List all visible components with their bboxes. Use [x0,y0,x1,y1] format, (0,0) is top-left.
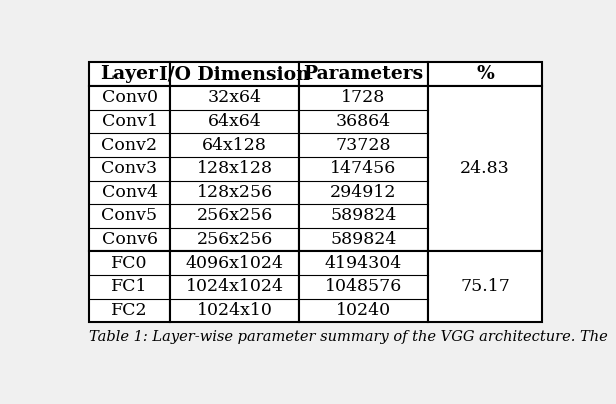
Text: 36864: 36864 [336,113,391,130]
Text: 4194304: 4194304 [325,255,402,272]
Bar [299,63,428,86]
Text: Conv4: Conv4 [102,184,158,201]
Text: 128x128: 128x128 [197,160,272,177]
Text: I/O Dimension: I/O Dimension [159,65,310,83]
Text: 75.17: 75.17 [460,278,510,295]
Text: 589824: 589824 [330,208,397,225]
Text: 1728: 1728 [341,89,386,106]
Bar [170,86,299,251]
Bar [428,63,543,86]
Bar [170,63,299,86]
Text: 294912: 294912 [330,184,397,201]
Text: Conv2: Conv2 [102,137,158,154]
Bar [170,251,299,322]
Text: 256x256: 256x256 [197,231,273,248]
Text: 64x64: 64x64 [208,113,261,130]
Bar [89,63,170,86]
Text: 1048576: 1048576 [325,278,402,295]
Text: Layer: Layer [100,65,158,83]
Bar [299,251,428,322]
Text: 147456: 147456 [330,160,397,177]
Text: 64x128: 64x128 [202,137,267,154]
Text: Parameters: Parameters [303,65,424,83]
Text: 24.83: 24.83 [460,160,510,177]
Bar [89,86,170,251]
Text: 1024x1024: 1024x1024 [185,278,283,295]
Text: FC0: FC0 [111,255,148,272]
Bar [89,251,170,322]
Text: Conv6: Conv6 [102,231,158,248]
Text: %: % [476,65,494,83]
Text: 10240: 10240 [336,302,391,319]
Text: 589824: 589824 [330,231,397,248]
Text: 4096x1024: 4096x1024 [185,255,283,272]
Text: Conv1: Conv1 [102,113,158,130]
Text: FC1: FC1 [111,278,148,295]
Text: Conv5: Conv5 [102,208,158,225]
Text: 1024x10: 1024x10 [197,302,272,319]
Text: Conv0: Conv0 [102,89,158,106]
Text: Conv3: Conv3 [102,160,158,177]
Text: FC2: FC2 [111,302,148,319]
Bar [428,86,543,251]
Bar [428,251,543,322]
Bar [299,86,428,251]
Text: 73728: 73728 [336,137,391,154]
Text: 128x256: 128x256 [197,184,273,201]
Text: 256x256: 256x256 [197,208,273,225]
Text: 32x64: 32x64 [208,89,262,106]
Text: Table 1: Layer-wise parameter summary of the VGG architecture. The: Table 1: Layer-wise parameter summary of… [89,330,608,344]
